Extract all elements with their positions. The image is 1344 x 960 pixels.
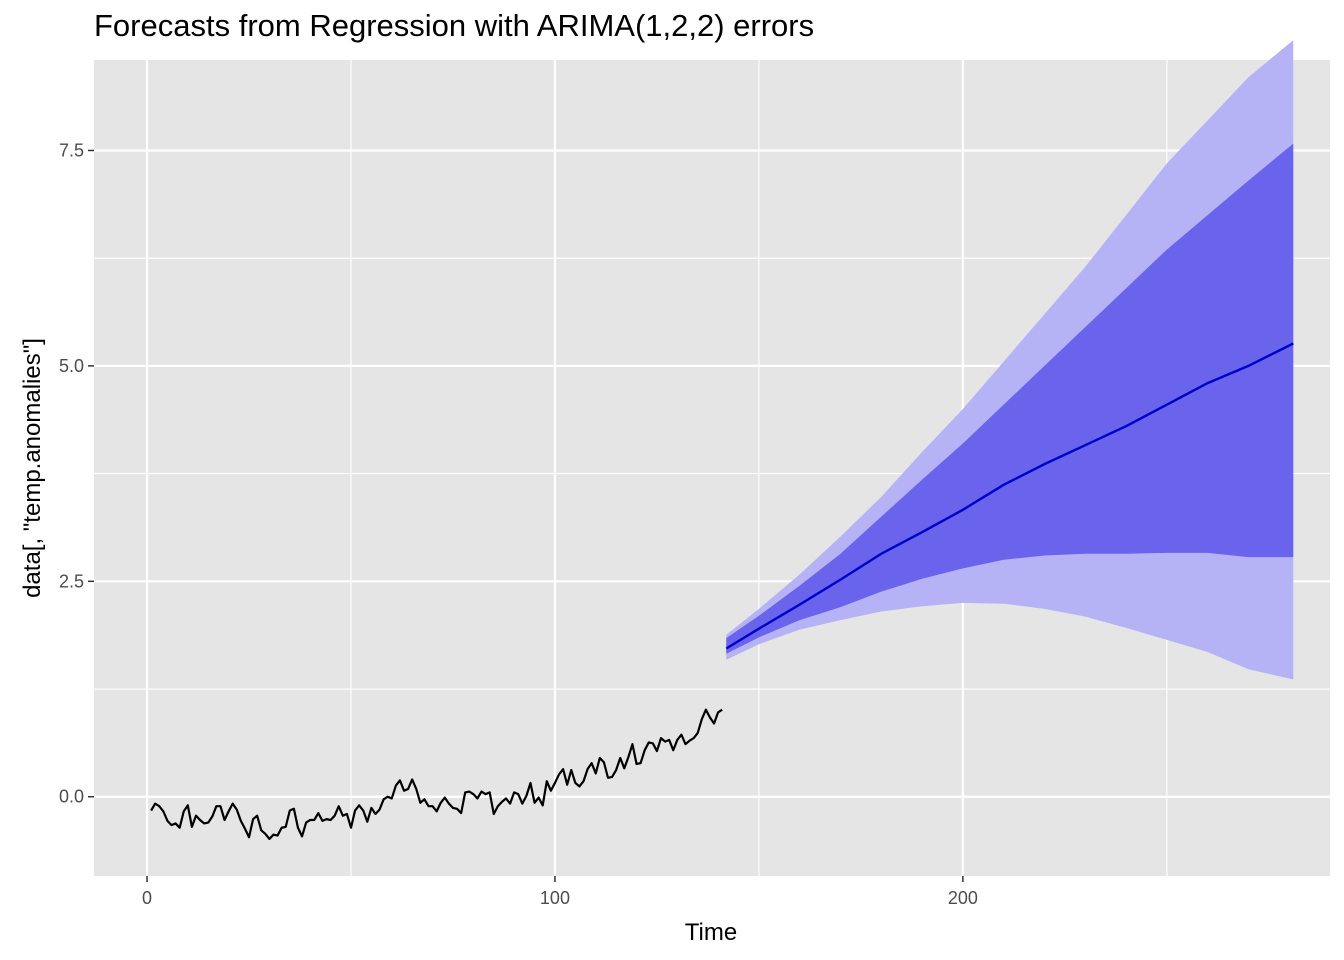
y-tick-label: 5.0 — [59, 356, 84, 376]
x-tick-label: 200 — [948, 888, 978, 908]
x-tick-label: 0 — [142, 888, 152, 908]
y-tick-label: 7.5 — [59, 140, 84, 160]
x-tick-label: 100 — [540, 888, 570, 908]
observed-series-line — [150, 708, 723, 841]
y-tick-label: 2.5 — [59, 571, 84, 591]
axes: 0 100 200 0.0 2.5 5.0 7.5 — [59, 140, 978, 908]
y-tick-label: 0.0 — [59, 787, 84, 807]
prediction-intervals — [726, 40, 1294, 680]
major-gridlines — [94, 60, 1330, 876]
forecast-80-interval — [726, 143, 1294, 654]
chart-title: Forecasts from Regression with ARIMA(1,2… — [94, 8, 815, 43]
series-lines — [150, 342, 1294, 841]
forecast-mean-line — [725, 342, 1294, 650]
x-axis-title: Time — [685, 919, 737, 946]
y-axis-title: data[, "temp.anomalies"] — [19, 338, 46, 598]
